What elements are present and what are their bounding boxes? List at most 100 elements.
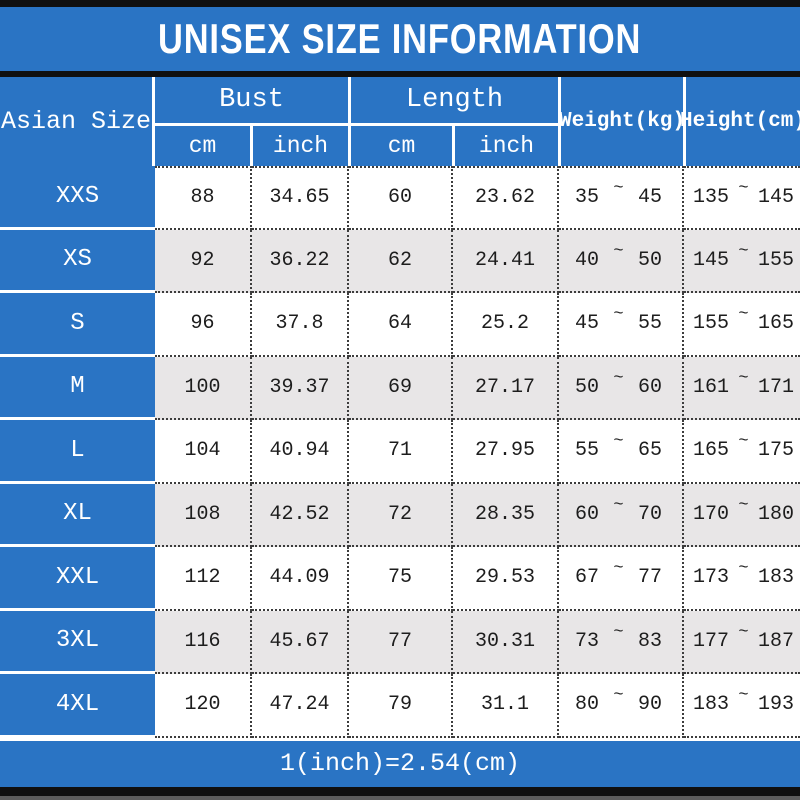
bust-cm-value: 100 [155,356,252,420]
column-header-length: Length [351,77,558,123]
weight-range: 55 ~ 65 [559,420,684,484]
page-title: UNISEX SIZE INFORMATION [158,15,642,62]
height-range: 161 ~ 171 [684,356,800,420]
weight-max-value: 55 [637,312,662,336]
height-max-value: 187 [757,629,794,653]
length-cm-value: 75 [349,547,453,611]
tilde-separator: ~ [613,686,624,706]
bust-inch-value: 37.8 [252,293,349,357]
tilde-separator: ~ [613,241,624,261]
size-label: 3XL [0,610,155,674]
subheader-bust-inch: inch [253,126,348,166]
weight-min-value: 73 [575,629,600,653]
table-row: S 96 37.8 64 25.2 45 ~ 55 155 ~ 165 [0,293,800,357]
table-row: 3XL 116 45.67 77 30.31 73 ~ 83 177 ~ 187 [0,610,800,674]
weight-min-value: 45 [575,312,600,336]
weight-min-value: 67 [575,566,600,590]
bust-cm-value: 116 [155,610,252,674]
height-max-value: 171 [757,375,794,399]
weight-min-value: 50 [575,375,600,399]
title-divider [0,71,800,77]
weight-range: 80 ~ 90 [559,674,684,738]
length-cm-value: 69 [349,356,453,420]
weight-min-value: 35 [575,186,600,210]
table-row: XL 108 42.52 72 28.35 60 ~ 70 170 ~ 180 [0,483,800,547]
weight-max-value: 50 [637,248,662,272]
table-header: Asian Size Bust Length Weight(kg) Height… [0,77,800,166]
table-row: L 104 40.94 71 27.95 55 ~ 65 165 ~ 175 [0,420,800,484]
length-inch-value: 27.17 [453,356,559,420]
height-min-value: 135 [693,186,730,210]
length-inch-value: 23.62 [453,166,559,230]
tilde-separator: ~ [613,179,624,199]
length-cm-value: 71 [349,420,453,484]
tilde-separator: ~ [738,241,749,261]
tilde-separator: ~ [738,432,749,452]
column-header-weight: Weight(kg) [559,77,685,166]
bust-cm-value: 120 [155,674,252,738]
table-row: M 100 39.37 69 27.17 50 ~ 60 161 ~ 171 [0,356,800,420]
weight-min-value: 80 [575,693,600,717]
length-inch-value: 24.41 [453,229,559,293]
height-min-value: 170 [693,502,730,526]
bust-inch-value: 47.24 [252,674,349,738]
subheader-length-inch: inch [455,126,558,166]
weight-range: 50 ~ 60 [559,356,684,420]
height-range: 145 ~ 155 [684,229,800,293]
height-range: 183 ~ 193 [684,674,800,738]
bust-cm-value: 108 [155,483,252,547]
size-label: M [0,356,155,420]
tilde-separator: ~ [613,432,624,452]
tilde-separator: ~ [613,622,624,642]
height-min-value: 161 [693,375,730,399]
column-header-asian-size: Asian Size [0,77,152,166]
weight-range: 40 ~ 50 [559,229,684,293]
weight-max-value: 65 [637,439,662,463]
height-range: 173 ~ 183 [684,547,800,611]
length-inch-value: 27.95 [453,420,559,484]
height-max-value: 165 [757,312,794,336]
bust-cm-value: 112 [155,547,252,611]
height-range: 177 ~ 187 [684,610,800,674]
tilde-separator: ~ [738,179,749,199]
length-cm-value: 62 [349,229,453,293]
bust-cm-value: 104 [155,420,252,484]
bust-inch-value: 42.52 [252,483,349,547]
tilde-separator: ~ [613,495,624,515]
table-row: XS 92 36.22 62 24.41 40 ~ 50 145 ~ 155 [0,229,800,293]
table-row: XXS 88 34.65 60 23.62 35 ~ 45 135 ~ 145 [0,166,800,230]
height-min-value: 155 [693,312,730,336]
size-label: 4XL [0,674,155,738]
column-header-bust: Bust [155,77,348,123]
length-cm-value: 64 [349,293,453,357]
height-min-value: 165 [693,439,730,463]
footer-bar: 1(inch)=2.54(cm) [0,740,800,787]
length-inch-value: 31.1 [453,674,559,738]
length-inch-value: 29.53 [453,547,559,611]
length-cm-value: 79 [349,674,453,738]
weight-max-value: 60 [637,375,662,399]
tilde-separator: ~ [738,622,749,642]
column-header-height: Height(cm) [680,77,800,166]
height-max-value: 175 [757,439,794,463]
size-label: XS [0,229,155,293]
table-row: XXL 112 44.09 75 29.53 67 ~ 77 173 ~ 183 [0,547,800,611]
weight-max-value: 83 [637,629,662,653]
length-cm-value: 72 [349,483,453,547]
length-inch-value: 30.31 [453,610,559,674]
size-label: XL [0,483,155,547]
height-range: 165 ~ 175 [684,420,800,484]
size-label: XXS [0,166,155,230]
conversion-note: 1(inch)=2.54(cm) [279,749,521,778]
size-label: L [0,420,155,484]
weight-max-value: 77 [637,566,662,590]
size-label: S [0,293,155,357]
bust-inch-value: 40.94 [252,420,349,484]
bust-inch-value: 45.67 [252,610,349,674]
subheader-bust-cm: cm [155,126,250,166]
length-inch-value: 25.2 [453,293,559,357]
length-inch-value: 28.35 [453,483,559,547]
height-max-value: 180 [757,502,794,526]
weight-min-value: 40 [575,248,600,272]
